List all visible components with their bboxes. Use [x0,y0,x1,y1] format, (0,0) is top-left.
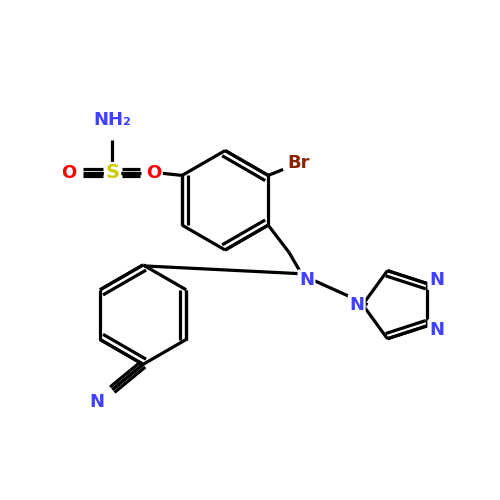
Text: O: O [144,164,160,182]
Text: N: N [429,320,444,338]
Text: S: S [106,164,120,182]
Text: NH₂: NH₂ [94,110,132,128]
Text: N: N [429,270,444,288]
Text: O: O [146,164,162,182]
Text: Br: Br [288,154,310,172]
Text: N: N [299,271,314,289]
Text: N: N [90,392,105,410]
Text: O: O [62,164,77,182]
Text: N: N [349,296,364,314]
